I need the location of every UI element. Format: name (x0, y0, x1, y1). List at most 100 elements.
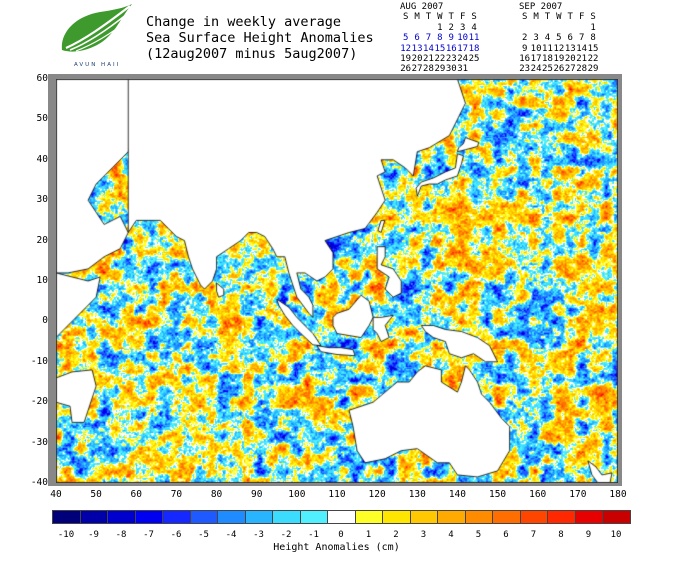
colorbar-swatch (492, 510, 521, 524)
colorbar-swatch (79, 510, 109, 524)
calendar-day: 3 (459, 22, 466, 33)
colorbar-label: 3 (420, 530, 427, 540)
colorbar-label: 6 (503, 530, 509, 540)
calendar-day: 11 (542, 43, 553, 54)
calendar-day: 21 (576, 54, 588, 65)
title-line-2: Sea Surface Height Anomalies (146, 30, 374, 46)
calendar-day: 24 (530, 64, 542, 75)
calendar-day: 20 (411, 54, 423, 65)
calendar-day: 5 (556, 33, 562, 44)
y-tick-label: 10 (36, 275, 48, 286)
calendar-day: 10 (457, 33, 469, 44)
calendar-day (542, 23, 553, 33)
colorbar-swatch (299, 510, 329, 524)
calendar-day: 7 (425, 33, 432, 44)
leaf-shape (61, 4, 133, 52)
calendar-day: 11 (468, 33, 480, 44)
weekday-header: S (521, 12, 528, 23)
calendar-day: 2 (448, 22, 454, 33)
x-tick-label: 170 (569, 489, 587, 500)
calendar-sep: SEP 2007 S M T W T F S 1 2 3 4 5 6 7 8 9 10 11 12 13 14 15 16 1… (519, 2, 599, 85)
x-tick-label: 80 (210, 489, 223, 500)
colorbar-label: -1 (308, 530, 319, 540)
calendar-aug: AUG 2007 S M T W T F S 1 2 3 4 5 6 7 8 9 10 11 12 13 14 15 16 1… (400, 2, 480, 75)
calendar-day: 17 (457, 43, 469, 54)
weekday-header: S (471, 12, 477, 23)
calendar-day: 10 (530, 43, 542, 54)
calendar-day: 12 (400, 43, 412, 54)
calendar-day: 29 (587, 64, 599, 75)
calendar-day: 27 (564, 64, 576, 75)
y-tick-label: 0 (42, 315, 48, 327)
calendar-day: 7 (578, 33, 585, 44)
colorbar-swatch (244, 510, 274, 524)
colorbar-swatch (189, 510, 219, 524)
colorbar-swatch (547, 510, 576, 524)
calendar-day: 12 (553, 43, 565, 54)
x-tick-label: 160 (529, 489, 547, 500)
calendar-day: 25 (468, 54, 480, 65)
colorbar-swatch (327, 510, 356, 524)
calendar-day: 3 (533, 33, 539, 44)
colorbar-swatch (107, 510, 136, 524)
colorbar-title: Height Anomalies (cm) (273, 542, 400, 553)
calendar-day: 4 (471, 22, 477, 33)
x-tick-label: 50 (90, 489, 102, 500)
colorbar-label: -8 (115, 530, 127, 540)
weekday-header: M (414, 12, 420, 23)
ssh-anomaly-map (56, 79, 618, 483)
colorbar-label: 1 (365, 530, 372, 540)
weekday-header: T (567, 12, 573, 23)
colorbar-label: -10 (57, 530, 75, 540)
colorbar-label: -5 (198, 530, 209, 540)
weekday-header: W (556, 12, 562, 23)
x-tick-label: 150 (488, 489, 507, 500)
colorbar-swatch (602, 510, 631, 524)
weekday-header: T (544, 12, 551, 23)
weekday-header: F (578, 12, 585, 23)
calendar-day (519, 23, 530, 33)
weekday-header: F (459, 12, 466, 23)
colorbar-label: -9 (88, 530, 99, 540)
colorbar-label: 8 (558, 530, 564, 540)
calendar-day: 6 (567, 33, 573, 44)
calendar-day: 9 (521, 43, 528, 54)
colorbar-swatch (437, 510, 466, 524)
colorbar-swatch (52, 510, 81, 524)
calendar-day (576, 23, 587, 33)
calendar-day: 13 (411, 43, 423, 54)
colorbar-swatch (162, 510, 191, 524)
weekday-header: W (437, 12, 443, 23)
y-tick-label: 30 (36, 194, 48, 206)
calendar-day (400, 23, 411, 33)
calendar-day: 9 (448, 33, 454, 44)
calendar-title: AUG 2007 (400, 2, 444, 12)
colorbar-swatch (574, 510, 604, 524)
colorbar-label: 5 (475, 530, 482, 540)
calendar-day: 17 (530, 54, 542, 65)
colorbar-swatch (409, 510, 439, 524)
calendar-day: 21 (423, 54, 434, 65)
calendar-day: 16 (445, 43, 457, 54)
x-tick-label: 140 (448, 489, 466, 500)
colorbar-swatch (464, 510, 494, 524)
calendar-day: 28 (423, 64, 434, 75)
y-tick-label: -20 (30, 396, 48, 408)
colorbar-label: -4 (225, 530, 237, 540)
colorbar-swatch (134, 510, 164, 524)
y-tick-label: 50 (36, 113, 48, 125)
colorbar-swatch (519, 510, 549, 524)
colorbar-label: -2 (280, 530, 292, 540)
title-line-3: (12aug2007 minus 5aug2007) (146, 46, 358, 62)
colorbar-label: 2 (393, 530, 399, 540)
calendar-day: 23 (519, 64, 531, 75)
y-tick-label: -30 (30, 436, 48, 448)
x-tick-label: 70 (170, 489, 183, 500)
calendar-day: 30 (445, 64, 457, 75)
calendar-day: 15 (587, 43, 599, 54)
x-tick-label: 180 (609, 489, 627, 500)
y-tick-label: 40 (36, 153, 48, 165)
calendar-day: 15 (434, 43, 446, 54)
colorbar-swatch (354, 510, 384, 524)
colorbar-label: -7 (143, 530, 154, 540)
